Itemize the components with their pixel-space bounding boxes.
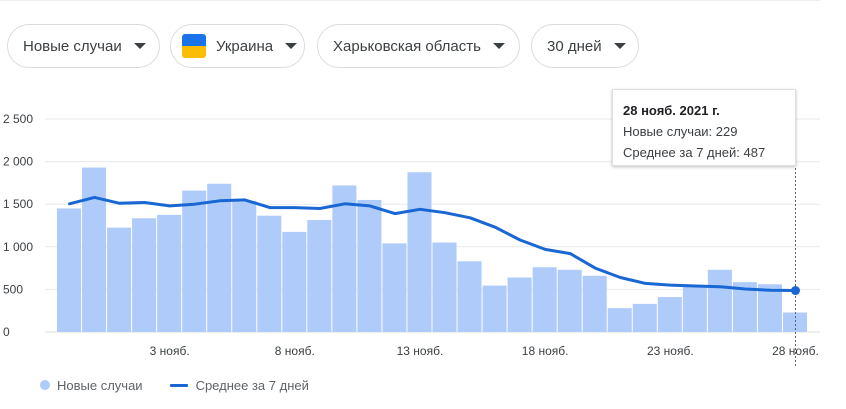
bar-new-cases[interactable]	[457, 261, 482, 332]
bar-new-cases[interactable]	[132, 218, 157, 332]
tooltip-seven-day-average: Среднее за 7 дней: 487	[623, 145, 766, 160]
bar-new-cases[interactable]	[507, 277, 532, 332]
metric-dropdown[interactable]: Новые случаи	[7, 24, 160, 68]
bar-new-cases[interactable]	[707, 269, 732, 332]
ukraine-flag-icon	[182, 34, 206, 58]
bar-new-cases[interactable]	[207, 183, 232, 332]
top-divider	[0, 0, 820, 1]
country-dropdown-label: Украина	[216, 37, 274, 55]
bar-new-cases[interactable]	[757, 284, 782, 332]
y-tick-label: 2 000	[3, 155, 33, 169]
region-dropdown-label: Харьковская область	[333, 37, 481, 55]
bar-new-cases[interactable]	[82, 167, 107, 332]
bar-new-cases[interactable]	[657, 297, 682, 332]
bar-new-cases[interactable]	[682, 285, 707, 332]
x-tick-label: 23 нояб.	[647, 344, 694, 358]
bar-new-cases[interactable]	[532, 267, 557, 332]
bar-new-cases[interactable]	[232, 200, 257, 332]
chart-legend: Новые случаи Среднее за 7 дней	[40, 375, 309, 395]
bar-new-cases[interactable]	[332, 185, 357, 332]
y-tick-label: 0	[3, 325, 10, 339]
x-tick-label: 13 нояб.	[397, 344, 444, 358]
legend-average-label: Среднее за 7 дней	[195, 377, 309, 393]
bar-new-cases[interactable]	[432, 242, 457, 332]
bar-new-cases[interactable]	[157, 214, 182, 332]
bar-new-cases[interactable]	[632, 303, 657, 332]
chart-tooltip: 28 нояб. 2021 г. Новые случаи: 229 Средн…	[612, 89, 796, 166]
chevron-down-icon	[133, 43, 146, 49]
seven-day-average-line	[68, 195, 797, 292]
chevron-down-icon	[492, 43, 505, 49]
period-dropdown[interactable]: 30 дней	[531, 24, 639, 68]
y-tick-label: 2 500	[3, 112, 33, 126]
y-tick-label: 500	[3, 282, 23, 296]
x-tick-label: 18 нояб.	[522, 344, 569, 358]
region-dropdown[interactable]: Харьковская область	[317, 24, 520, 68]
legend-line-swatch	[169, 383, 188, 387]
bar-new-cases[interactable]	[782, 312, 807, 332]
bar-new-cases[interactable]	[607, 308, 632, 332]
period-dropdown-label: 30 дней	[547, 37, 602, 55]
tooltip-date: 28 нояб. 2021 г.	[623, 103, 720, 118]
bar-new-cases[interactable]	[307, 219, 332, 332]
bar-new-cases[interactable]	[482, 285, 507, 332]
bar-new-cases[interactable]	[557, 269, 582, 332]
legend-new-cases-label: Новые случаи	[57, 377, 143, 393]
bar-new-cases[interactable]	[582, 275, 607, 332]
x-tick-label: 8 нояб.	[275, 344, 315, 358]
legend-bar-swatch	[40, 380, 50, 390]
x-tick-label: 3 нояб.	[150, 344, 190, 358]
bar-new-cases[interactable]	[282, 231, 307, 332]
bar-new-cases[interactable]	[357, 199, 382, 332]
bar-new-cases[interactable]	[57, 208, 82, 332]
metric-dropdown-label: Новые случаи	[23, 37, 122, 55]
x-tick-label: 28 нояб.	[772, 344, 819, 358]
bar-new-cases[interactable]	[257, 215, 282, 332]
chevron-down-icon	[285, 43, 298, 49]
y-tick-label: 1 500	[3, 197, 33, 211]
y-tick-label: 1 000	[3, 240, 33, 254]
chevron-down-icon	[613, 43, 626, 49]
hover-point	[790, 286, 800, 296]
country-dropdown[interactable]: Украина	[170, 24, 305, 68]
tooltip-new-cases: Новые случаи: 229	[623, 124, 738, 139]
bar-new-cases[interactable]	[107, 227, 132, 332]
bar-new-cases[interactable]	[182, 190, 207, 332]
bar-new-cases[interactable]	[407, 172, 432, 332]
bar-new-cases[interactable]	[382, 243, 407, 332]
